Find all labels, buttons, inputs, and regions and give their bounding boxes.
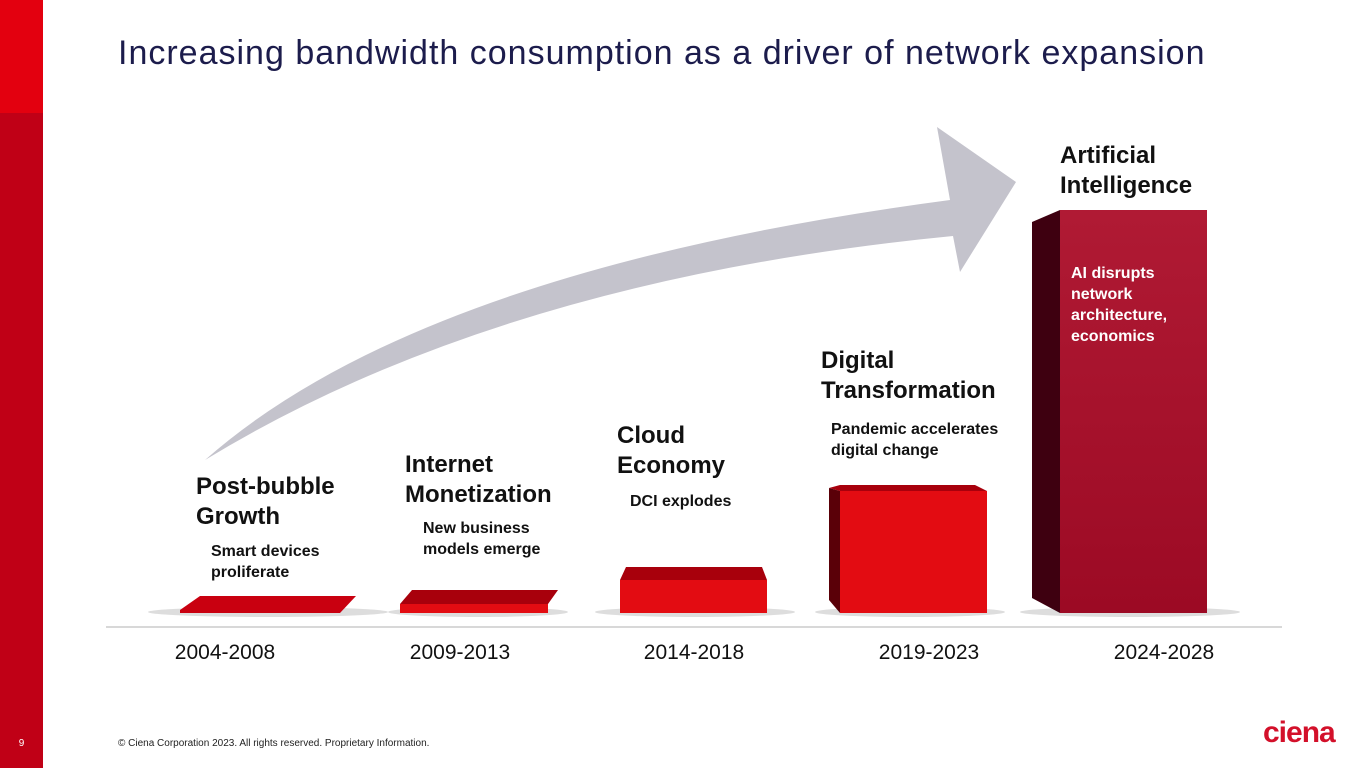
stage-heading: Artificial Intelligence [1060, 142, 1193, 199]
logo: ciena [1263, 716, 1336, 749]
block [1060, 210, 1207, 613]
slide-title: Increasing bandwidth consumption as a dr… [118, 34, 1206, 72]
copyright: © Ciena Corporation 2023. All rights res… [118, 738, 430, 749]
stage-description: New business models emerge [423, 520, 541, 558]
stage-heading: Internet Monetization [405, 451, 552, 508]
period-label: 2019-2023 [878, 641, 980, 664]
block-side [829, 488, 840, 613]
stage-heading: Cloud Economy [617, 422, 726, 479]
block-top [620, 567, 767, 580]
stage-description: AI disrupts network architecture, econom… [1071, 265, 1168, 345]
stage-description: Pandemic accelerates digital change [831, 421, 999, 459]
stage-description: Smart devices proliferate [211, 543, 320, 581]
block-top [829, 485, 987, 491]
block-top [400, 590, 558, 604]
block-side [1032, 210, 1060, 613]
block [400, 604, 548, 613]
stage-heading: Digital Transformation [821, 347, 996, 404]
accent-top [0, 0, 43, 113]
block [180, 596, 356, 613]
accent-bar [0, 113, 43, 768]
period-label: 2024-2028 [1113, 641, 1215, 664]
block [620, 580, 767, 613]
period-label: 2004-2008 [174, 641, 276, 664]
growth-arrow [205, 127, 1016, 460]
block [840, 491, 987, 613]
stage-heading: Post-bubble Growth [196, 473, 335, 530]
period-label: 2014-2018 [643, 641, 745, 664]
stage-description: DCI explodes [630, 493, 732, 510]
page-number: 9 [18, 738, 25, 749]
period-label: 2009-2013 [409, 641, 511, 664]
